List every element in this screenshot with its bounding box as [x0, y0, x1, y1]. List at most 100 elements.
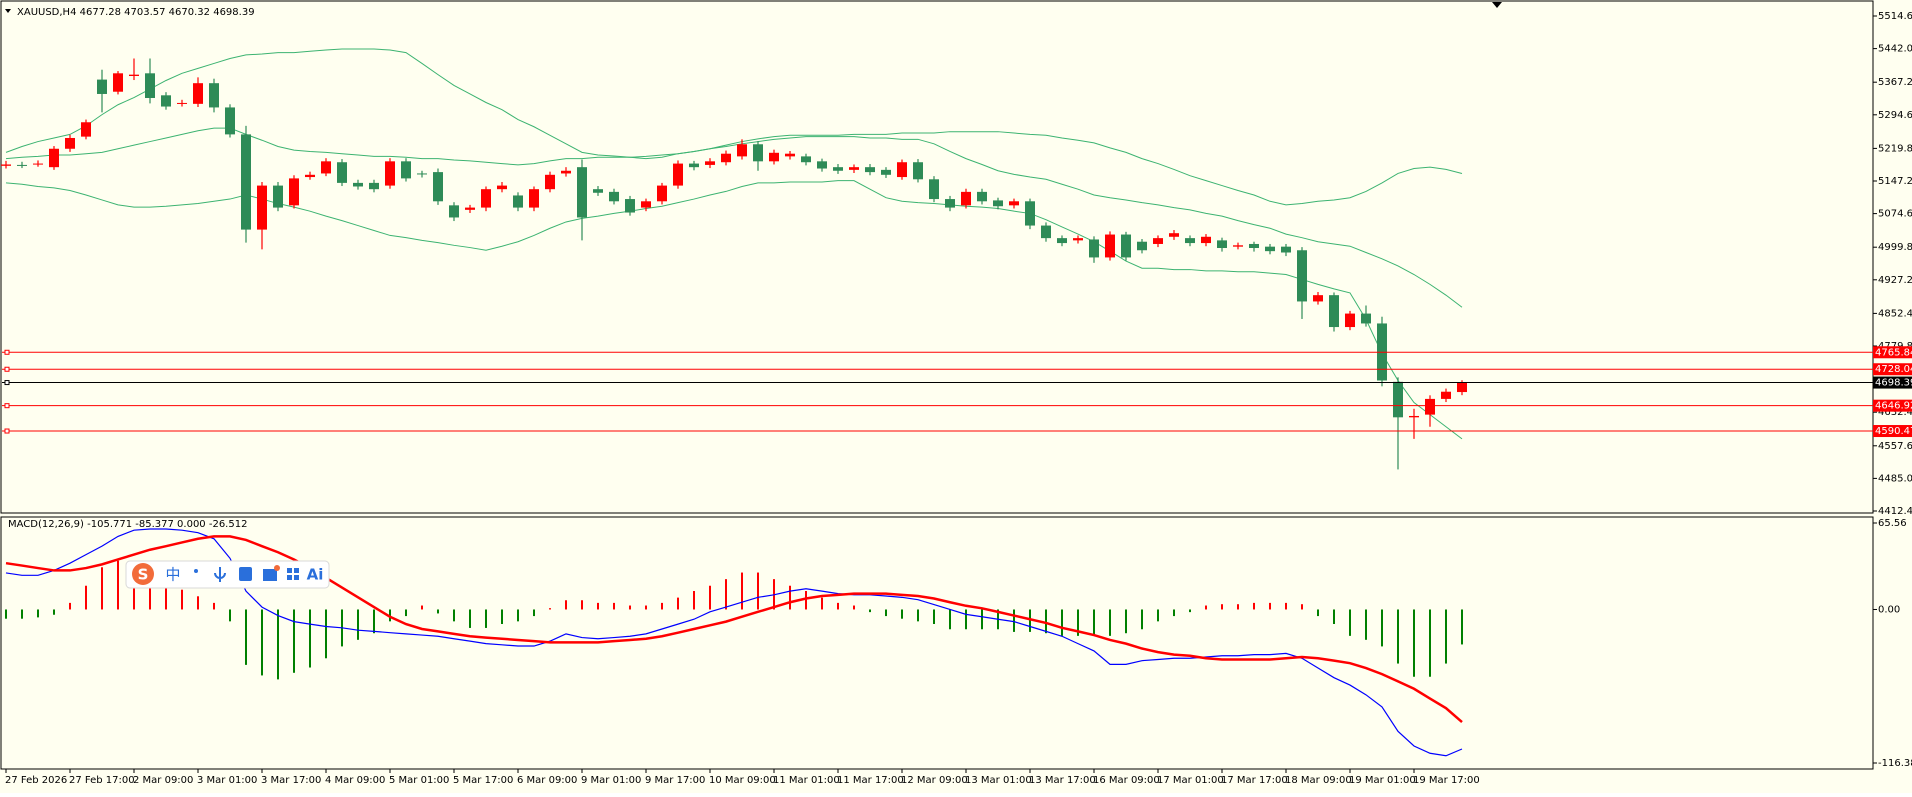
- x-tick-label: 17 Mar 01:00: [1157, 775, 1224, 786]
- candle-body: [641, 201, 651, 208]
- candle-body: [961, 191, 971, 206]
- candle-body: [81, 122, 91, 137]
- ime-badge: [274, 565, 280, 571]
- candle-body: [529, 189, 539, 208]
- y-tick-label: 5294.60: [1878, 110, 1912, 121]
- candle-body: [385, 161, 395, 186]
- candle-body: [657, 185, 667, 202]
- candle-body: [1153, 238, 1163, 244]
- candle-body: [273, 185, 283, 208]
- candle-body: [1057, 238, 1067, 244]
- ime-tools: [294, 568, 299, 573]
- candle-body: [1137, 241, 1147, 251]
- ime-voice[interactable]: [214, 567, 226, 582]
- candle-body: [1009, 201, 1019, 206]
- candle-body: [913, 162, 923, 180]
- level-box: [1873, 399, 1912, 412]
- ime-ai[interactable]: Ai: [307, 566, 324, 584]
- y-tick-label: 4927.20: [1878, 275, 1912, 286]
- ime-tools: [294, 575, 299, 580]
- candle-body: [833, 167, 843, 171]
- x-tick-label: 10 Mar 09:00: [709, 775, 776, 786]
- candle-body: [1025, 201, 1035, 226]
- ime-mode[interactable]: 中: [165, 566, 180, 584]
- candle-body: [449, 205, 459, 218]
- level-label: 4728.04: [1875, 364, 1912, 375]
- candle-body: [897, 162, 907, 178]
- candle-body: [1409, 415, 1419, 418]
- candle-body: [977, 191, 987, 202]
- ime-tools[interactable]: [287, 568, 292, 573]
- candle-body: [481, 189, 491, 208]
- x-tick-label: 19 Mar 17:00: [1413, 775, 1480, 786]
- last-price-handle: [4, 380, 10, 386]
- x-tick-label: 12 Mar 09:00: [901, 775, 968, 786]
- y-tick-label: 5147.20: [1878, 176, 1912, 187]
- ime-toolbar[interactable]: S 中 Ai: [125, 560, 330, 589]
- candle-body: [737, 144, 747, 157]
- candle-body: [225, 107, 235, 135]
- x-tick-label: 4 Mar 09:00: [325, 775, 385, 786]
- candle-body: [1281, 246, 1291, 253]
- ime-keyboard[interactable]: [239, 567, 252, 581]
- candle-body: [625, 199, 635, 213]
- band-line: [5, 48, 1463, 206]
- y-tick-label: 5514.60: [1878, 11, 1912, 22]
- candle-body: [241, 134, 251, 230]
- y-tick-label: 4557.60: [1878, 441, 1912, 452]
- candle-body: [721, 153, 731, 163]
- candle-body: [1185, 238, 1195, 244]
- candle-body: [65, 137, 75, 149]
- candle-body: [337, 162, 347, 183]
- candle-body: [865, 167, 875, 173]
- y-tick-label: 5367.20: [1878, 77, 1912, 88]
- main-panel-frame: [0, 0, 1874, 514]
- candle-body: [593, 189, 603, 193]
- candle-body: [177, 102, 187, 104]
- symbol-menu-arrow[interactable]: [5, 9, 11, 13]
- shift-marker: [1492, 2, 1502, 8]
- candle-body: [1329, 295, 1339, 328]
- y-tick-label: 4632.40: [1878, 407, 1912, 418]
- x-tick-label: 5 Mar 17:00: [453, 775, 513, 786]
- y-tick-label: 5074.60: [1878, 209, 1912, 220]
- candle-body: [609, 191, 619, 202]
- candle-body: [1121, 234, 1131, 258]
- candle-body: [1201, 236, 1211, 244]
- candle-body: [353, 182, 363, 187]
- candle-body: [465, 207, 475, 210]
- candle-body: [1073, 238, 1083, 241]
- ime-logo[interactable]: [132, 563, 154, 585]
- ime-skin[interactable]: [263, 569, 277, 581]
- candle-body: [1393, 381, 1403, 418]
- x-tick-label: 9 Mar 17:00: [645, 775, 705, 786]
- ime-toolbar-bg: [125, 560, 330, 589]
- candle-body: [401, 161, 411, 179]
- candle-body: [1265, 246, 1275, 252]
- candle-body: [1089, 239, 1099, 258]
- y-tick-label: 5442.00: [1878, 44, 1912, 55]
- candle-body: [1425, 398, 1435, 415]
- y-tick-label: 4999.80: [1878, 242, 1912, 253]
- macd-title: MACD(12,26,9) -105.771 -85.377 0.000 -26…: [8, 519, 247, 530]
- candle-body: [321, 161, 331, 174]
- y-tick-label: 4485.00: [1878, 473, 1912, 484]
- level-box: [1873, 425, 1912, 438]
- level-label: 4646.92: [1875, 401, 1912, 412]
- x-tick-label: 16 Mar 09:00: [1093, 775, 1160, 786]
- candle-body: [161, 95, 171, 107]
- candle-body: [145, 73, 155, 99]
- ime-tools: [287, 575, 292, 580]
- candle-body: [1041, 225, 1051, 239]
- candle-body: [561, 170, 571, 174]
- candle-body: [945, 199, 955, 208]
- ime-punct[interactable]: [194, 569, 198, 573]
- marks: 5514.60 5442.00 5367.20 5294.60 5219.80 5147.…: [1, 11, 1912, 786]
- candle-body: [497, 185, 507, 190]
- candle-body: [1345, 313, 1355, 328]
- candle-body: [417, 173, 427, 175]
- candle-body: [801, 156, 811, 163]
